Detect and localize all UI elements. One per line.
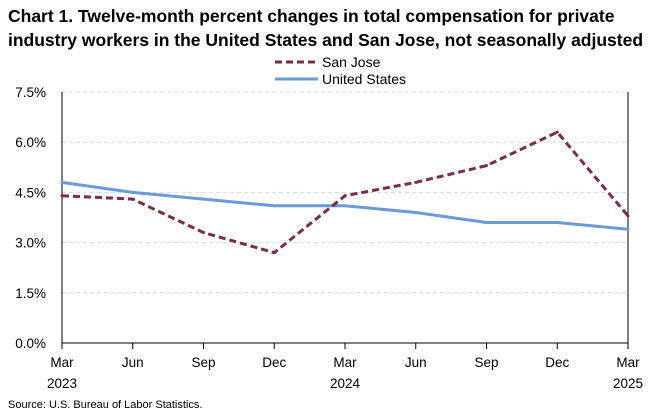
chart-title-line-1: Chart 1. Twelve-month percent changes in… [8,6,615,26]
x-tick-label: Dec [262,355,286,370]
y-tick-label: 0.0% [15,336,46,351]
x-tick-label: Mar [50,355,74,370]
data-point [414,180,418,184]
y-tick-label: 4.5% [15,185,46,200]
data-point [626,214,630,218]
x-tick-label: Mar [333,355,357,370]
y-tick-label: 1.5% [15,286,46,301]
data-point [485,164,488,168]
data-point [60,180,64,184]
y-axis-ticks: 0.0% 1.5% 3.0% 4.5% 6.0% 7.5% [15,85,46,351]
gridlines [62,91,628,294]
x-tick-label: Jun [122,355,144,370]
chart-title: Chart 1. Twelve-month percent changes in… [8,4,663,52]
data-point [485,221,488,225]
y-tick-label: 3.0% [15,236,46,251]
data-point [626,227,630,231]
x-tick-label: Sep [191,355,215,370]
data-point [202,197,205,201]
legend-label: United States [322,71,406,87]
series-lines [60,130,630,255]
source-note: Source: U.S. Bureau of Labor Statistics. [8,399,203,411]
data-point [131,197,135,201]
data-point [343,204,347,208]
y-tick-label: 7.5% [15,85,46,100]
data-point [555,221,559,225]
x-year-label: 2023 [47,376,77,391]
axes [61,92,629,344]
x-tick-label: Mar [616,355,640,370]
data-point [555,130,559,134]
data-point [343,194,347,198]
x-axis-ticks: Mar 2023 Jun Sep Dec Mar 2024 Jun Sep Dec Mar 2025 [47,343,643,391]
data-point [272,204,276,208]
legend-label: San Jose [322,54,381,70]
y-tick-label: 6.0% [15,135,46,150]
chart-title-line-2: industry workers in the United States an… [8,30,644,50]
data-point [60,194,64,198]
data-point [131,190,135,194]
x-tick-label: Dec [545,355,569,370]
x-year-label: 2024 [330,376,361,391]
data-point [414,210,418,214]
x-tick-label: Jun [405,355,427,370]
data-point [202,231,205,235]
x-year-label: 2025 [613,376,643,391]
x-tick-label: Sep [474,355,498,370]
data-point [272,251,276,255]
